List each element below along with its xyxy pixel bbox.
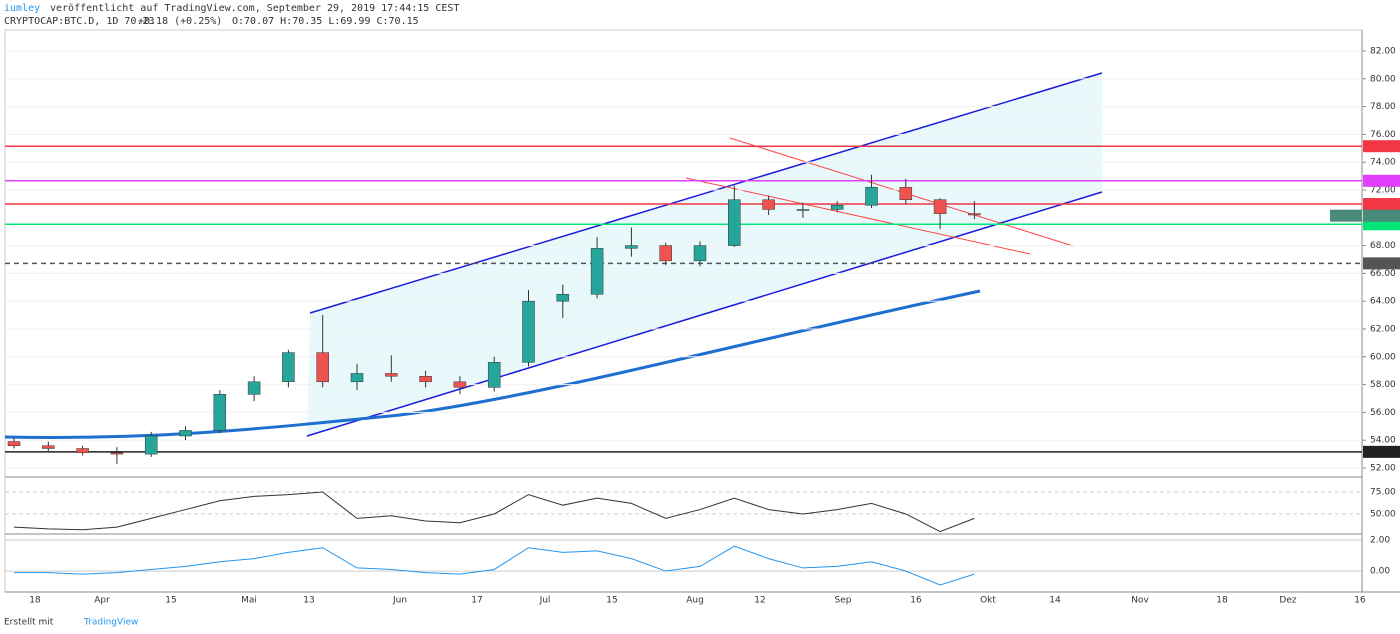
y-tick-label: 2.00 (1370, 535, 1390, 545)
candle-body (728, 199, 741, 246)
candle-body (419, 375, 432, 383)
footer-text: Erstellt mit (4, 618, 54, 628)
ohlc: O:70.07 H:70.35 L:69.99 C:70.15 (232, 16, 419, 27)
x-tick-label: Sep (835, 596, 852, 606)
x-tick-label: Nov (1131, 596, 1149, 606)
y-tick-label: 74.00 (1370, 158, 1396, 168)
level-tag (1363, 257, 1400, 270)
x-tick-label: 16 (910, 596, 922, 606)
rsi-line (13, 491, 975, 533)
candle-body (110, 452, 124, 455)
candle-body (42, 445, 55, 449)
x-tick-label: 17 (471, 596, 482, 606)
trend-line (685, 177, 1031, 255)
candle-body (693, 245, 707, 262)
last-price-tag (1363, 209, 1400, 222)
channel-line (306, 191, 1103, 437)
y-tick-label: 68.00 (1370, 241, 1396, 251)
x-tick-label: 15 (165, 596, 176, 606)
x-tick-label: 18 (29, 596, 41, 606)
candle-body (830, 205, 844, 210)
y-tick-label: 78.00 (1370, 102, 1396, 112)
x-tick-label: 15 (606, 596, 617, 606)
candle-body (625, 245, 638, 249)
published: veröffentlicht auf TradingView.com, Sept… (50, 3, 459, 14)
candle-body (453, 381, 467, 388)
candle-body (247, 381, 261, 395)
y-tick-label: 72.00 (1370, 185, 1396, 195)
author: iumley (4, 3, 40, 14)
x-tick-label: Dez (1279, 596, 1296, 606)
change-tag (1330, 209, 1362, 222)
x-tick-label: 18 (1216, 596, 1228, 606)
x-tick-label: 16 (1354, 596, 1366, 606)
candle-body (522, 300, 535, 363)
y-tick-label: 52.00 (1370, 463, 1396, 473)
level-tag (1363, 198, 1400, 211)
candle-body (556, 293, 570, 302)
candle-body (762, 199, 775, 210)
candle-body (968, 213, 981, 216)
y-tick-label: 62.00 (1370, 324, 1396, 334)
y-tick-label: 0.00 (1370, 567, 1390, 577)
y-tick-label: 76.00 (1370, 130, 1396, 140)
y-tick-label: 56.00 (1370, 408, 1396, 418)
macd-line (14, 545, 975, 586)
x-tick-label: Apr (94, 596, 110, 606)
x-tick-label: Jun (392, 596, 407, 606)
x-tick-label: Aug (686, 596, 704, 606)
symbol: CRYPTOCAP:BTC.D, 1D 70.23 (4, 16, 155, 27)
x-tick-label: Jul (539, 596, 551, 606)
change: +0.18 (+0.25%) (138, 16, 222, 27)
y-tick-label: 80.00 (1370, 74, 1396, 84)
candle-body (144, 435, 158, 455)
y-tick-label: 50.00 (1370, 509, 1396, 519)
level-tag (1363, 445, 1400, 458)
y-tick-label: 64.00 (1370, 297, 1396, 307)
x-tick-label: 14 (1049, 596, 1061, 606)
y-tick-label: 75.00 (1370, 487, 1396, 497)
x-tick-label: Okt (980, 596, 996, 606)
candle-body (590, 248, 604, 295)
candle-body (865, 186, 878, 206)
candle-body (213, 394, 227, 431)
candle-body (350, 373, 364, 383)
candle-body (316, 352, 329, 383)
x-tick-label: 13 (303, 596, 314, 606)
candle-body (659, 245, 672, 262)
y-tick-label: 82.00 (1370, 46, 1396, 56)
candle-body (899, 186, 913, 200)
moving-average (4, 289, 981, 440)
y-tick-label: 60.00 (1370, 352, 1396, 362)
x-tick-label: Mai (241, 596, 257, 606)
candle-body (385, 373, 398, 377)
y-tick-label: 66.00 (1370, 269, 1396, 279)
level-tag (1363, 174, 1400, 187)
candle-body (796, 209, 810, 211)
x-tick-label: 12 (754, 596, 765, 606)
y-tick-label: 58.00 (1370, 380, 1396, 390)
candle-body (7, 441, 21, 446)
level-tag (1363, 140, 1400, 153)
candle-body (179, 430, 192, 437)
candle-body (76, 448, 89, 453)
candle-body (282, 352, 295, 383)
candle-body (933, 199, 947, 214)
footer-brand[interactable]: TradingView (83, 618, 138, 628)
candle-body (487, 362, 501, 388)
y-tick-label: 54.00 (1370, 436, 1396, 446)
